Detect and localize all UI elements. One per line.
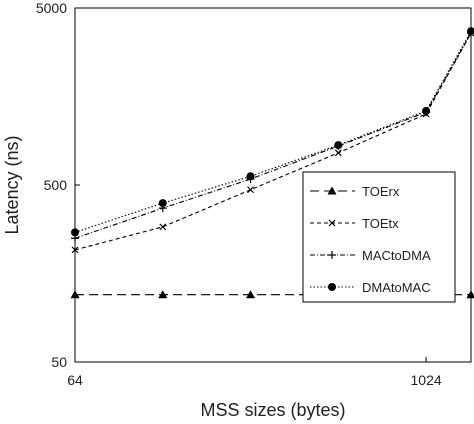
- data-point: [246, 290, 256, 299]
- series-dmatomac: [71, 27, 474, 237]
- y-tick-label: 500: [44, 177, 68, 193]
- series-line: [74, 32, 472, 239]
- data-point: [70, 290, 80, 299]
- data-point: [247, 186, 254, 194]
- legend-marker: [328, 219, 336, 227]
- x-tick-label: 64: [67, 372, 83, 388]
- data-point: [334, 141, 343, 150]
- series-layer: [70, 27, 474, 299]
- data-point: [159, 223, 167, 231]
- legend-marker: [328, 283, 336, 291]
- legend-label: TOEtx: [362, 216, 399, 231]
- data-point: [246, 172, 255, 181]
- x-axis-title: MSS sizes (bytes): [200, 400, 345, 420]
- legend-label: TOErx: [362, 184, 400, 199]
- series-line: [74, 32, 472, 251]
- tick-layer: 50 500 5000 64 1024: [36, 0, 442, 388]
- data-point: [422, 106, 431, 115]
- legend-marker: [328, 251, 336, 259]
- y-tick-label: 5000: [36, 0, 67, 16]
- legend-entries: TOErx TOEtx MACtoDMA DMAtoMAC: [310, 184, 431, 295]
- data-point: [467, 27, 474, 36]
- x-tick-label: 1024: [411, 372, 442, 388]
- data-point: [71, 228, 79, 237]
- legend-label: MACtoDMA: [362, 248, 431, 263]
- legend-item-toetx: TOEtx: [310, 216, 399, 231]
- data-point: [466, 290, 474, 299]
- legend-item-toerx: TOErx: [310, 184, 400, 199]
- data-point: [158, 290, 168, 299]
- y-tick-label: 50: [51, 354, 67, 370]
- series-line: [74, 30, 472, 233]
- data-point: [334, 149, 342, 157]
- legend-label: DMAtoMAC: [362, 280, 431, 295]
- legend-marker: [327, 186, 337, 195]
- data-point: [71, 246, 79, 254]
- data-point: [158, 199, 167, 208]
- legend: TOErx TOEtx MACtoDMA DMAtoMAC: [302, 171, 456, 303]
- legend-item-dmatomac: DMAtoMAC: [310, 280, 431, 295]
- legend-item-mactodma: MACtoDMA: [310, 248, 431, 263]
- y-axis-title: Latency (ns): [2, 135, 22, 234]
